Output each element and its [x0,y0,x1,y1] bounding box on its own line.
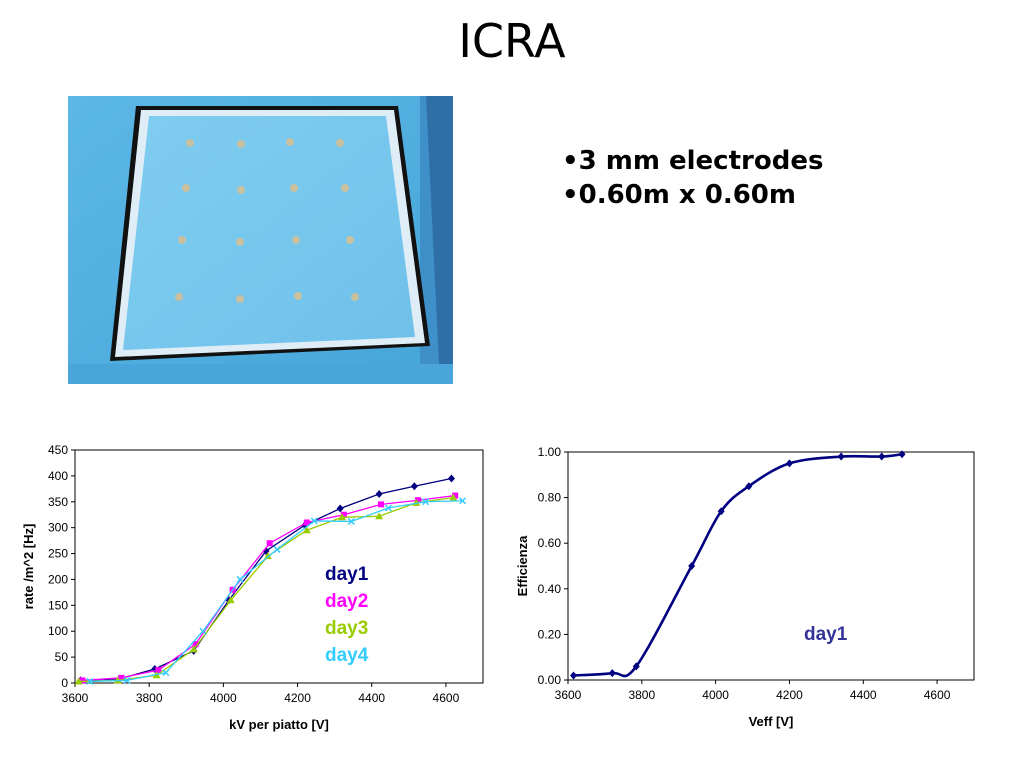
data-point-marker [123,676,131,684]
y-tick-label: 0.40 [538,582,562,596]
data-point-marker [236,575,244,583]
y-tick-label: 0.80 [538,491,562,505]
y-tick-label: 150 [48,598,68,612]
data-point-marker [162,669,170,677]
chart-annotation: day1 [804,624,848,645]
y-tick-label: 450 [48,443,68,457]
bullet-electrodes: •3 mm electrodes [562,146,824,176]
data-point-marker [785,459,793,468]
y-tick-label: 200 [48,572,68,586]
x-axis-label: Veff [V] [749,714,794,729]
y-tick-label: 250 [48,547,68,561]
data-point-marker [226,596,235,604]
legend: day1 day2 day3 day4 [325,564,369,666]
x-tick-label: 4200 [284,691,311,705]
data-point-marker [262,546,270,555]
data-point-marker [421,498,430,506]
detector-photo [68,96,453,384]
y-tick-label: 0.20 [538,627,562,641]
data-point-marker [273,545,281,553]
series-day4 [86,497,467,685]
data-point-marker [447,474,455,483]
data-point-marker [415,497,422,504]
y-tick-label: 100 [48,624,68,638]
x-tick-label: 3600 [62,691,89,705]
data-point-marker [410,482,418,491]
x-axis-label: kV per piatto [V] [229,717,329,732]
y-tick-label: 400 [48,469,68,483]
data-point-marker [118,674,125,681]
x-tick-label: 4400 [358,691,385,705]
legend-entry-day4: day4 [325,645,369,666]
bullet-size: •0.60m x 0.60m [562,180,796,210]
data-point-marker [113,676,122,684]
data-point-marker [632,662,640,671]
plot-area [567,451,975,681]
data-point-marker [86,677,94,685]
data-point-marker [340,511,347,518]
y-tick-label: 0.60 [538,536,562,550]
data-point-marker [303,519,310,526]
legend-entry-day1: day1 [325,564,369,585]
data-point-marker [302,526,311,534]
slide-title: ICRA [458,14,566,68]
data-point-marker [74,677,83,685]
data-point-marker [151,665,159,674]
data-point-marker [338,513,347,521]
data-point-marker [375,512,384,520]
x-tick-label: 4200 [776,688,803,702]
legend-entry-day3: day3 [325,618,368,639]
data-point-marker [347,517,355,525]
data-point-marker [452,492,459,499]
data-point-marker [449,493,458,501]
y-axis-label: rate /m^2 [Hz] [21,524,36,610]
data-point-marker [375,490,383,499]
x-tick-label: 3800 [628,688,655,702]
x-tick-label: 3800 [136,691,163,705]
series-day1 [570,450,906,680]
x-tick-label: 4000 [210,691,237,705]
data-point-marker [266,540,273,547]
data-point-marker [745,482,753,491]
x-tick-label: 4600 [433,691,460,705]
data-point-marker [608,669,616,678]
data-point-marker [155,667,162,674]
data-point-marker [570,671,578,680]
y-tick-label: 0 [61,676,68,690]
data-point-marker [459,497,467,505]
data-point-marker [688,562,696,570]
data-point-marker [263,552,272,560]
data-point-marker [384,504,392,512]
data-point-marker [878,452,886,461]
y-axis-label: Efficienza [515,535,530,596]
data-point-marker [199,627,207,635]
legend-entry-day2: day2 [325,591,368,612]
bullet-list: •3 mm electrodes •0.60m x 0.60m [562,144,823,212]
y-tick-label: 300 [48,521,68,535]
data-point-marker [189,645,198,653]
y-tick-label: 350 [48,495,68,509]
data-point-marker [192,641,199,648]
x-tick-label: 3600 [555,688,582,702]
x-tick-label: 4400 [850,688,877,702]
data-point-marker [378,501,384,508]
x-tick-label: 4600 [924,688,951,702]
efficiency-chart: 0.00 0.20 0.40 0.60 0.80 1.00 3600 3800 4000 4200… [515,445,975,729]
x-tick-label: 4000 [702,688,729,702]
y-tick-label: 0.00 [538,673,562,687]
data-point-marker [717,507,725,516]
y-tick-label: 1.00 [538,445,562,459]
data-point-marker [898,450,906,459]
series-day2 [79,492,459,684]
y-tick-label: 50 [55,650,69,664]
data-point-marker [837,452,845,461]
rate-chart: 0 50 100 150 200 250 300 350 400 450 3600 3800 4000 4… [21,443,484,732]
series-line [573,452,903,678]
data-point-marker [310,517,318,525]
data-point-marker [79,677,86,684]
